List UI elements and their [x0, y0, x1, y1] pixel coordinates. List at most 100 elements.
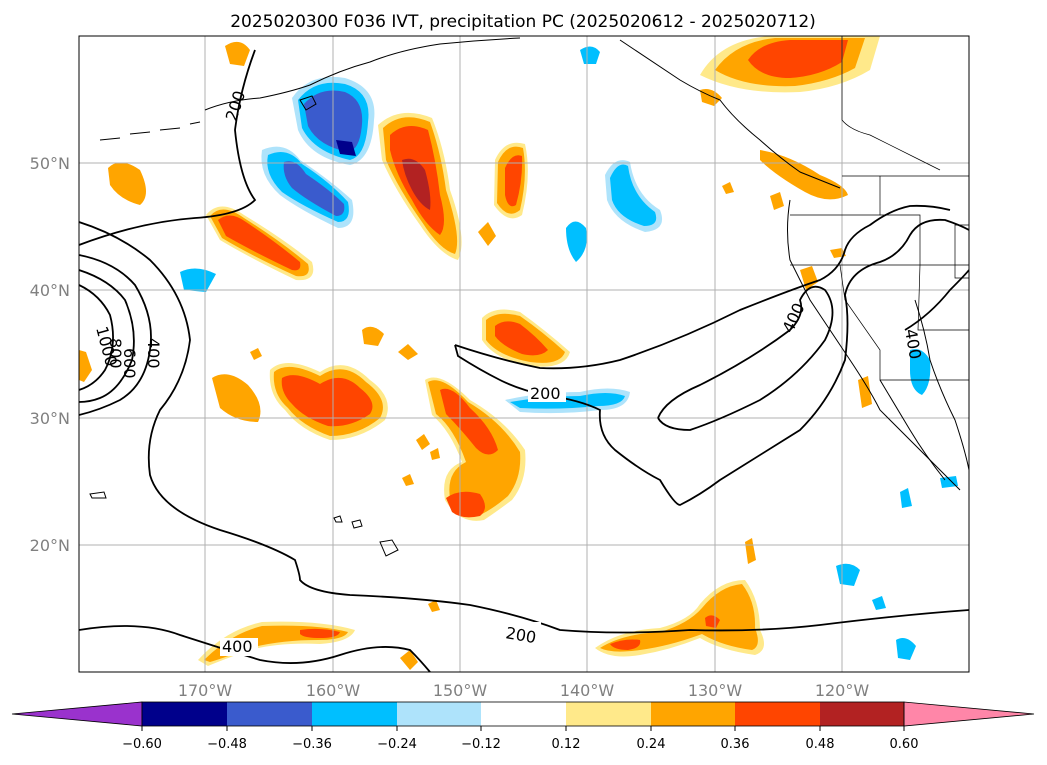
coastlines	[89, 37, 969, 557]
shade-blue-160w-deep	[283, 161, 345, 216]
map-title: 2025020300 F036 IVT, precipitation PC (2…	[230, 12, 816, 32]
shade-orange-124w-46n	[800, 266, 818, 290]
colorbar-tick-label-5: −0.12	[461, 737, 501, 752]
lat-label-40n: 40°N	[30, 281, 70, 300]
shade-small-147w	[478, 222, 496, 246]
contour-400-coast	[904, 269, 969, 331]
shade-150w-28n-red	[440, 388, 498, 455]
map-frame	[78, 35, 970, 673]
coast-bc-panhandle	[619, 39, 841, 189]
colorbar-tick-label-6: 0.12	[552, 737, 581, 752]
coast-kodiak	[299, 95, 317, 111]
shade-red-165w-red	[218, 215, 301, 271]
contour-label-800: 800	[106, 338, 125, 369]
shade-150w-22n-red	[446, 491, 485, 518]
colorbar-bin-6	[566, 702, 651, 726]
colorbar-bin-5	[481, 702, 566, 726]
contour-label-200-central: 200	[530, 384, 561, 403]
contour-400-south	[79, 625, 431, 672]
shade-small-155w-28n	[416, 434, 430, 450]
shade-blue-118w-14n	[872, 596, 886, 610]
contour-200-east-top	[454, 204, 951, 370]
contour-400-west	[79, 221, 969, 634]
shade-small-155w-10n	[400, 650, 418, 670]
contour-200-alaska	[79, 49, 257, 246]
contour-label-400-west: 400	[144, 338, 163, 369]
lat-label-50n: 50°N	[30, 154, 70, 173]
lat-label-20n: 20°N	[30, 536, 70, 555]
colorbar-tick-label-3: −0.36	[292, 737, 332, 752]
shade-red-152w-dark	[402, 158, 431, 210]
colorbar-extend-high	[903, 701, 1035, 727]
coast-alaska	[204, 37, 521, 111]
coast-small-islands	[89, 491, 107, 499]
border-states	[790, 176, 969, 381]
colorbar-ticks	[141, 726, 905, 731]
colorbar-bin-7	[651, 702, 735, 726]
shade-orange-126w-48n	[770, 192, 784, 210]
shade-orange-124w-31n	[858, 376, 872, 408]
shade-168w-31n	[212, 374, 261, 422]
shade-orange-168w-top	[225, 41, 250, 66]
graticule	[79, 36, 969, 672]
political-borders	[790, 36, 969, 381]
colorbar-tick-label-1: −0.60	[122, 737, 162, 752]
shade-160w-32n-red	[281, 375, 373, 427]
shade-small-150w-27n	[430, 448, 440, 460]
lon-label-140w: 140°W	[560, 681, 615, 700]
shade-west-blue-41n	[180, 268, 216, 292]
colorbar-tick-label-8: 0.36	[721, 737, 750, 752]
lon-label-170w: 170°W	[178, 681, 233, 700]
coast-hawaii-3	[333, 515, 343, 523]
shade-west-orange-50n	[108, 162, 146, 205]
contour-1000	[79, 284, 114, 391]
shade-blue-135w-mid	[610, 164, 657, 226]
lon-label-160w: 160°W	[306, 681, 361, 700]
precip-anomaly-shading	[79, 36, 958, 670]
lon-label-130w: 130°W	[688, 681, 743, 700]
shade-small-142w-blue	[566, 221, 587, 262]
coast-baja	[879, 379, 946, 481]
contour-600	[79, 254, 152, 416]
shade-itcz-west-red	[300, 628, 340, 638]
longitude-labels: 170°W 160°W 150°W 140°W 130°W 120°W	[178, 681, 870, 700]
coast-mexico	[914, 299, 969, 471]
shade-142w-31n-blue	[510, 393, 625, 409]
shade-orange-bc-coast	[760, 150, 848, 200]
colorbar-tick-label-9: 0.48	[806, 737, 835, 752]
latitude-labels: 50°N 40°N 30°N 20°N	[30, 154, 70, 555]
shade-blue-baja	[910, 349, 931, 395]
shade-itcz-east-orange	[600, 584, 758, 652]
shade-small-155w-14n	[428, 600, 440, 612]
shade-west-orange-35n	[79, 350, 92, 382]
coast-aleutians	[99, 121, 201, 141]
colorbar-bin-2	[227, 702, 312, 726]
shade-alaska-navy	[336, 140, 356, 156]
shade-canada-red	[748, 40, 848, 78]
shade-blue-116w-24n	[900, 488, 912, 508]
colorbar-bin-9	[820, 702, 904, 726]
colorbar-bin-8	[735, 702, 820, 726]
colorbar: −0.60 −0.48 −0.36 −0.24 −0.12 0.12 0.24 …	[11, 701, 1035, 752]
colorbar-bin-3	[312, 702, 397, 726]
contour-400-east	[657, 285, 834, 431]
shade-itcz-east-red	[610, 639, 641, 650]
colorbar-tick-label-7: 0.24	[637, 737, 666, 752]
colorbar-frame	[141, 701, 905, 727]
shade-small-155w-24n	[402, 474, 414, 486]
shade-145w-red	[505, 155, 523, 207]
shade-145w-36n-red	[495, 321, 548, 356]
shade-blue-top-136w	[580, 46, 600, 64]
contour-800	[79, 269, 135, 403]
contour-label-600: 600	[120, 348, 139, 379]
shade-small-155w-35n	[398, 344, 418, 360]
coast-hawaii-2	[351, 519, 363, 529]
shade-small-165w-35n	[250, 348, 262, 360]
lon-label-150w: 150°W	[433, 681, 488, 700]
colorbar-tick-label-10: 0.60	[890, 737, 919, 752]
colorbar-bin-4	[397, 702, 481, 726]
map-panel: 200 400 600 800 1000 400 200 400 400 200	[79, 36, 969, 672]
lon-label-120w: 120°W	[815, 681, 870, 700]
coast-westcoast	[787, 199, 961, 491]
